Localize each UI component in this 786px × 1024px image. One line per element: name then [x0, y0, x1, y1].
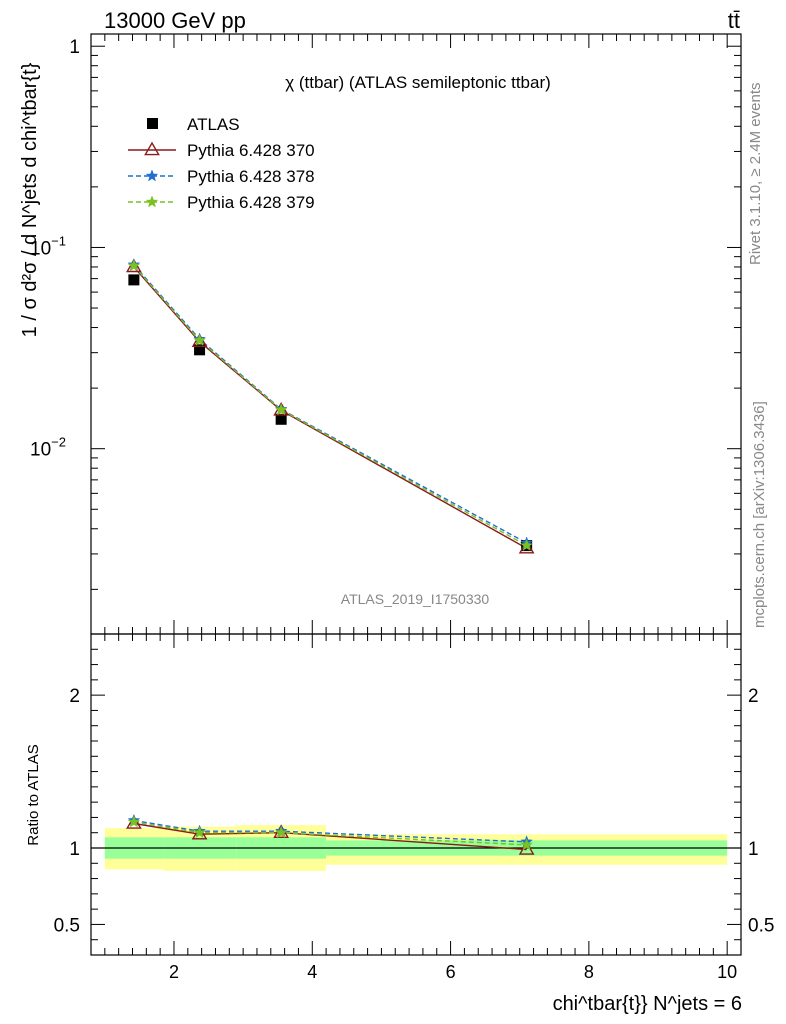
process-label: tt̄ — [728, 8, 740, 33]
series-line-ratio — [133, 822, 527, 851]
x-tick-label: 10 — [717, 962, 737, 982]
marker-star — [274, 403, 288, 416]
legend-label: Pythia 6.428 379 — [187, 193, 315, 212]
y-tick-label-ratio: 2 — [69, 686, 80, 707]
y-axis-label-ratio: Ratio to ATLAS — [25, 744, 42, 845]
marker-star — [520, 838, 533, 851]
energy-label: 13000 GeV pp — [104, 8, 246, 33]
ratio-frame — [90, 633, 742, 956]
chart-text: 13000 GeV pp tt̄ χ (ttbar) (ATLAS semile… — [19, 8, 768, 1015]
x-tick-label: 2 — [169, 962, 179, 982]
x-tick-label: 6 — [446, 962, 456, 982]
series-line-ratio — [133, 819, 527, 843]
y-tick-label-ratio-right: 1 — [748, 839, 759, 860]
legend-marker-data — [147, 118, 158, 129]
x-axis-label: chi^tbar{t}} N^jets = 6 — [553, 993, 742, 1015]
series-lines — [133, 264, 527, 851]
y-tick-label-ratio: 0.5 — [54, 915, 80, 936]
series-line-main — [133, 266, 527, 549]
ratio-bands — [91, 825, 741, 871]
rivet-version-label: Rivet 3.1.10, ≥ 2.4M events — [747, 83, 764, 266]
y-tick-label-ratio-right: 0.5 — [748, 915, 774, 936]
legend-label: Pythia 6.428 378 — [187, 167, 315, 186]
y-axis-label-main: 1 / σ d²σ / d N^jets d chi^tbar{t} — [19, 62, 41, 337]
marker-star — [145, 169, 159, 182]
y-tick-label-main: 1 — [69, 37, 80, 58]
plot-frames — [90, 33, 742, 956]
legend-label: Pythia 6.428 370 — [187, 141, 315, 160]
series-line-ratio — [133, 821, 527, 846]
data-point — [128, 274, 140, 286]
marker-star — [145, 195, 159, 208]
x-tick-label: 4 — [307, 962, 317, 982]
marker-star — [520, 538, 533, 551]
marker-star — [193, 333, 206, 346]
data-markers — [126, 258, 535, 855]
marker-star — [274, 825, 288, 839]
mcplots-label: mcplots.cern.ch [arXiv:1306.3436] — [751, 401, 768, 628]
y-tick-label-ratio: 1 — [69, 839, 80, 860]
x-tick-label: 8 — [584, 962, 594, 982]
legend-label-data: ATLAS — [187, 115, 240, 134]
plot-title: χ (ttbar) (ATLAS semileptonic ttbar) — [285, 73, 551, 92]
marker-star — [193, 825, 206, 839]
series-line-main — [133, 265, 527, 547]
series-line-main — [133, 264, 527, 544]
y-tick-label-ratio-right: 2 — [748, 686, 759, 707]
legend: ATLAS Pythia 6.428 370 Pythia 6.428 378 Pyt… — [128, 115, 315, 212]
marker-star — [127, 259, 141, 272]
data-point — [194, 344, 206, 356]
marker-star — [127, 815, 141, 828]
marker-triangle — [144, 141, 160, 156]
y-tick-label-main: 10−2 — [30, 435, 66, 461]
data-point — [275, 413, 287, 425]
analysis-id: ATLAS_2019_I1750330 — [341, 591, 490, 607]
